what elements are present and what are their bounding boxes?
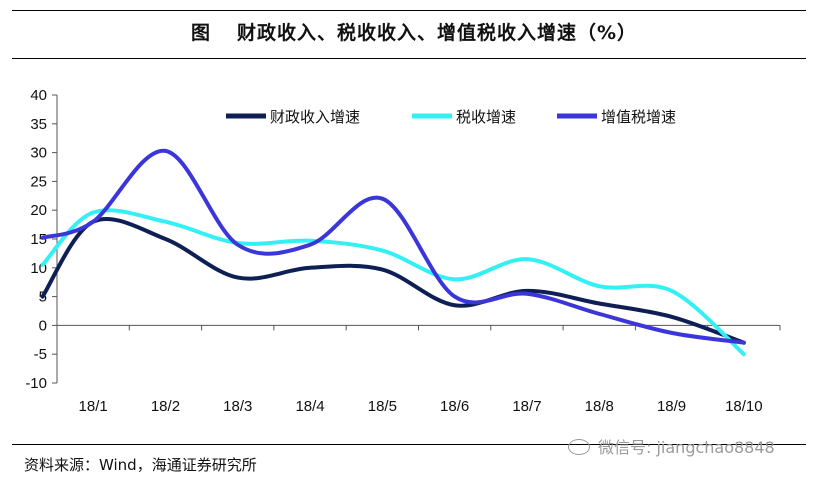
- x-tick-label: 18/6: [440, 398, 469, 415]
- x-tick-label: 18/10: [725, 398, 763, 415]
- x-tick-label: 18/5: [368, 398, 397, 415]
- chart-title: 财政收入、税收收入、增值税收入增速（%）: [236, 22, 638, 44]
- source-note: 资料来源：Wind，海通证券研究所: [24, 456, 257, 474]
- y-tick-label: 35: [30, 116, 47, 133]
- title-rule: [12, 58, 806, 59]
- x-tick-label: 18/1: [79, 398, 108, 415]
- y-tick-label: 15: [30, 231, 47, 248]
- x-tick-label: 18/7: [512, 398, 541, 415]
- x-tick-label: 18/8: [585, 398, 614, 415]
- series-line-3: [40, 148, 746, 345]
- legend-label: 财政收入增速: [270, 109, 360, 126]
- series-line-1: [40, 216, 746, 345]
- legend-label: 增值税增速: [601, 109, 676, 126]
- series-line-2: [40, 208, 746, 357]
- figure-label: 图: [190, 22, 211, 44]
- x-tick-label: 18/4: [295, 398, 324, 415]
- y-tick-label: -10: [25, 375, 47, 392]
- y-tick-label: 25: [30, 173, 47, 190]
- chart-title-bar: 图 财政收入、税收收入、增值税收入增速（%）: [0, 18, 828, 45]
- x-tick-label: 18/3: [223, 398, 252, 415]
- y-tick-label: 0: [39, 317, 47, 334]
- wechat-icon: [568, 439, 590, 455]
- legend: 财政收入增速 税收增速 增值税增速: [226, 109, 676, 126]
- legend-label: 税收增速: [456, 109, 516, 126]
- footer-rule: [12, 444, 806, 445]
- y-tick-label: 40: [30, 87, 47, 104]
- y-tick-label: 20: [30, 202, 47, 219]
- top-rule: [12, 10, 806, 11]
- y-tick-label: -5: [34, 346, 47, 363]
- watermark-text: 微信号: jiangchao8848: [598, 438, 775, 457]
- series-lines: [40, 148, 746, 357]
- x-tick-label: 18/9: [657, 398, 686, 415]
- y-tick-label: 30: [30, 145, 47, 162]
- wechat-watermark: 微信号: jiangchao8848: [568, 434, 775, 458]
- x-tick-label: 18/2: [151, 398, 180, 415]
